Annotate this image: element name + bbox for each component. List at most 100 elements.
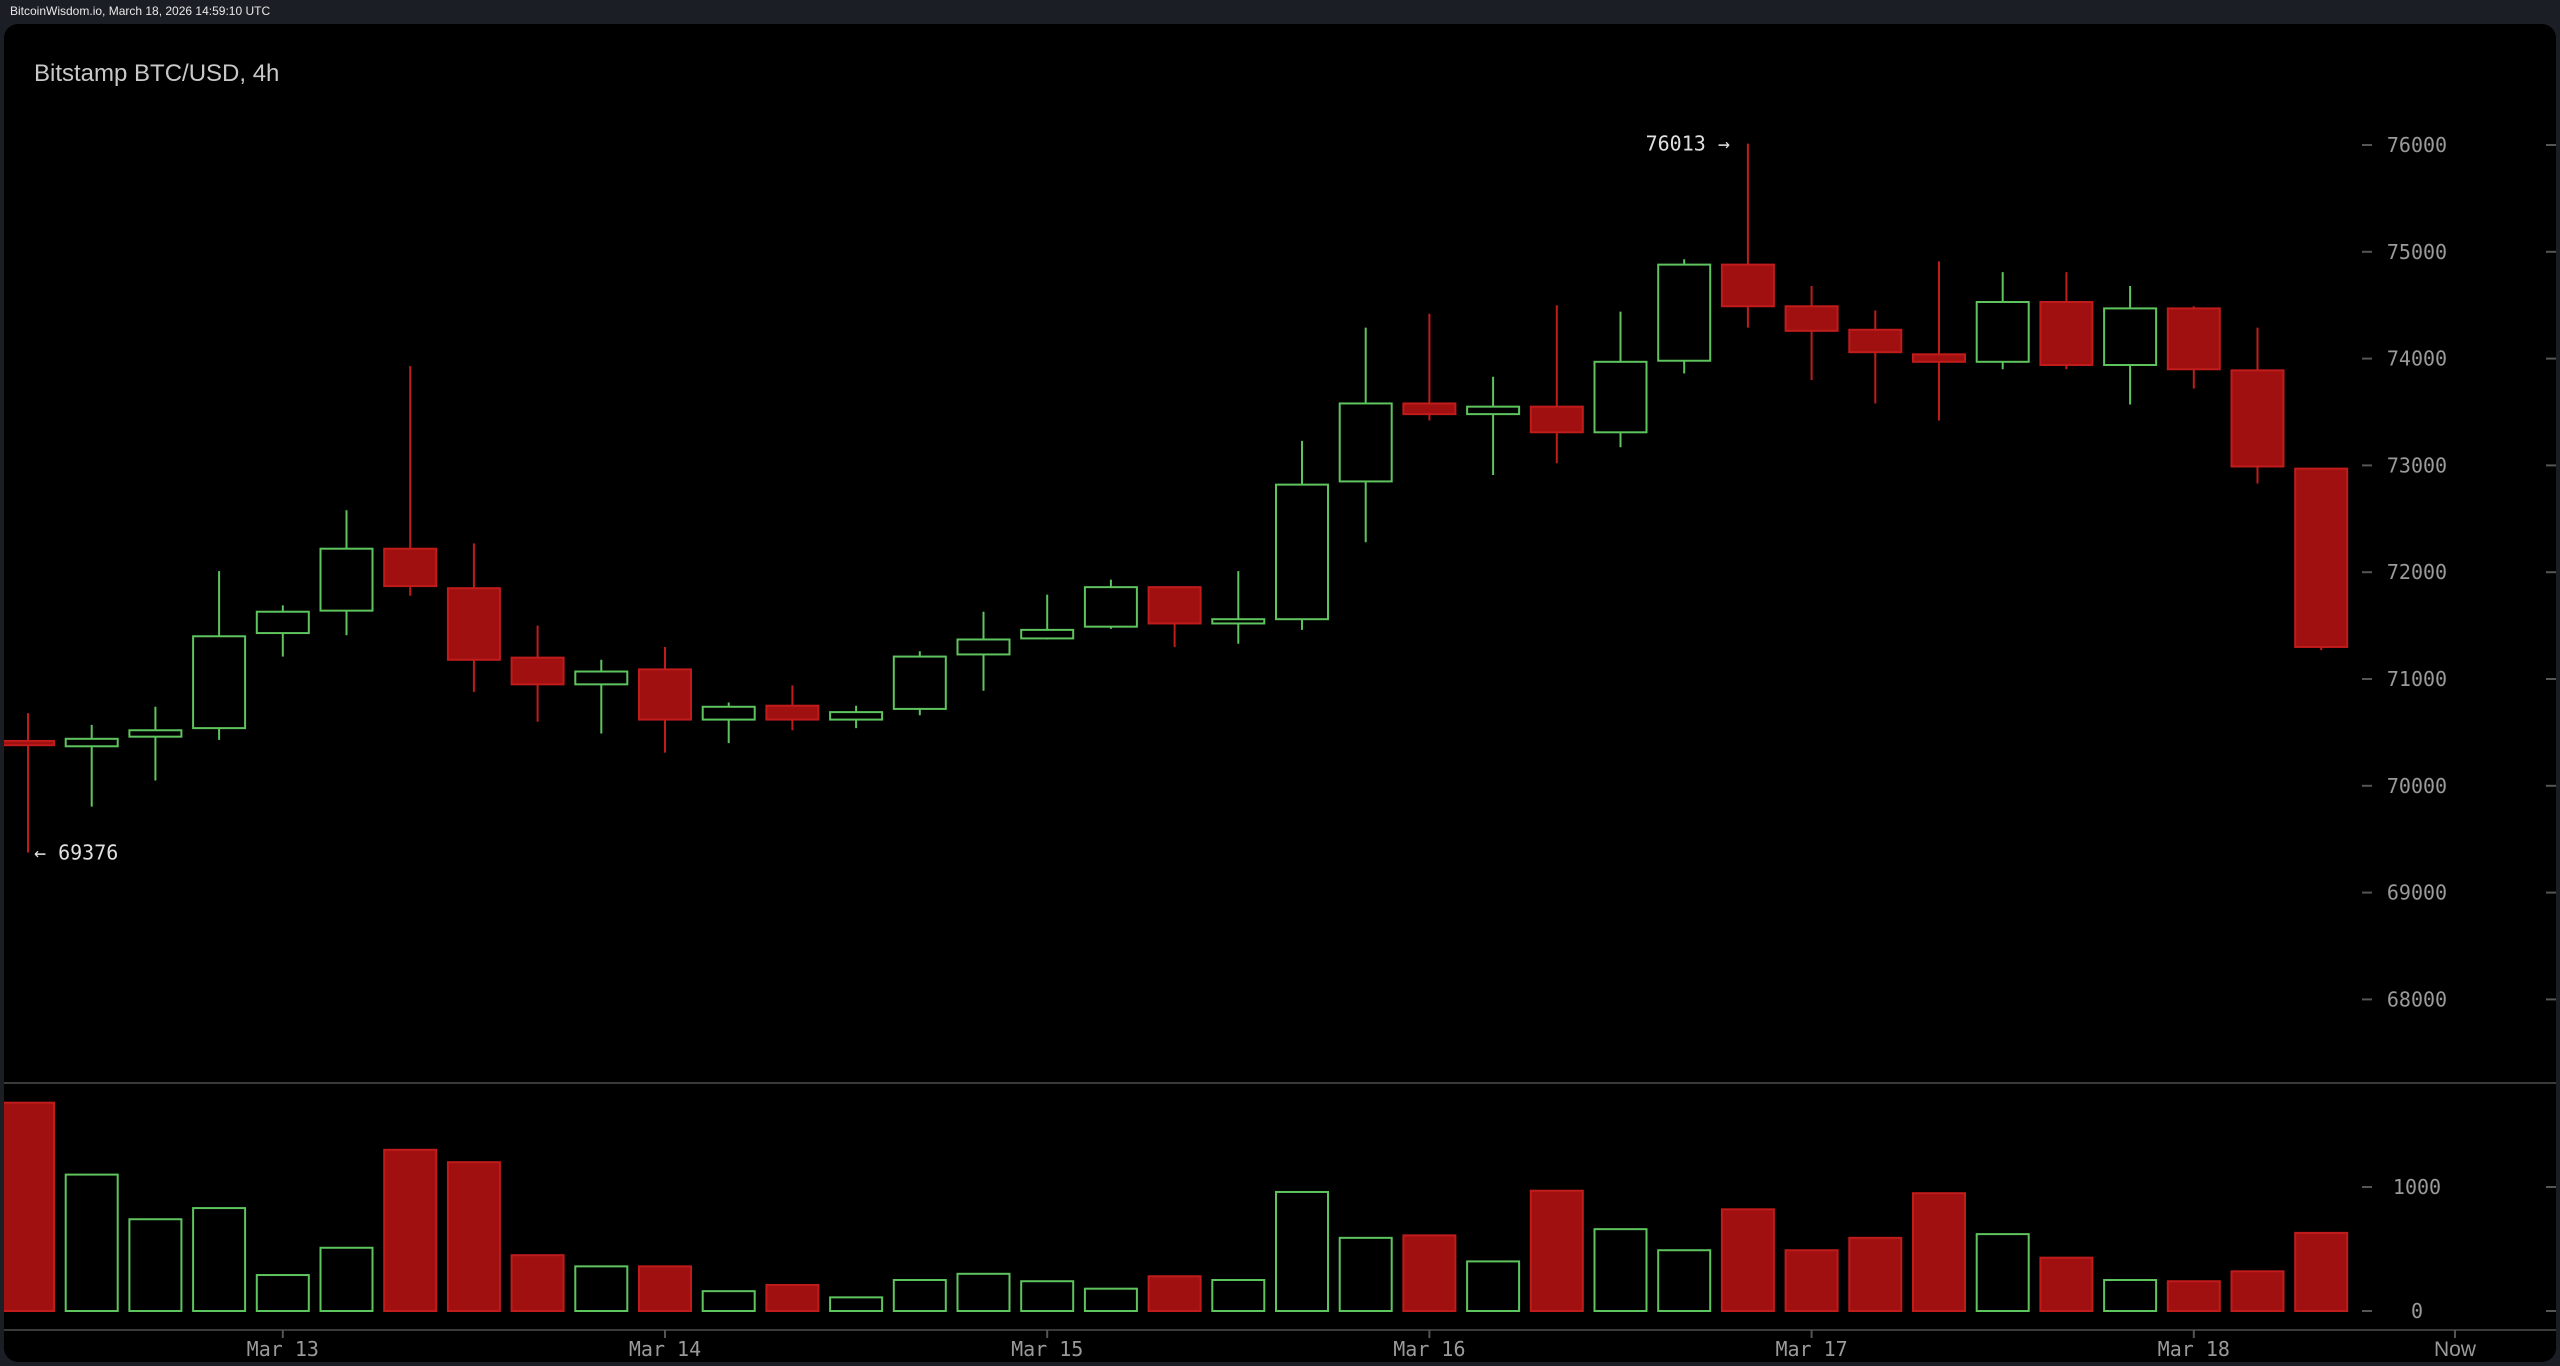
candle-body-down	[2039, 300, 2094, 367]
candle-body-up	[64, 737, 119, 748]
candle-body-down	[2166, 307, 2221, 371]
chart-title: Bitstamp BTC/USD, 4h	[34, 60, 280, 87]
volume-bar-up	[1657, 1249, 1712, 1312]
candle-body-up	[1083, 586, 1138, 628]
candle-body-up	[1211, 618, 1266, 625]
candle-body-down	[1402, 402, 1457, 416]
candle-body-down	[2294, 467, 2349, 648]
candle-body-down	[1147, 586, 1202, 625]
time-tick-label: Mar 14	[629, 1337, 701, 1361]
volume-bar-up	[319, 1246, 374, 1313]
volume-bar-down	[1529, 1189, 1584, 1312]
volume-bar-down	[1848, 1236, 1903, 1312]
price-tick-label: 70000	[2387, 774, 2447, 798]
volume-bar-up	[1211, 1279, 1266, 1312]
candle-body-down	[4, 739, 55, 747]
price-tick-label: 71000	[2387, 667, 2447, 691]
candle-body-down	[765, 704, 820, 721]
candle-body-up	[701, 705, 756, 721]
candle-body-down	[1784, 305, 1839, 332]
volume-bar-down	[383, 1148, 438, 1313]
time-tick-label: Mar 17	[1775, 1337, 1847, 1361]
price-axis: 68000 69000 70000 71000 72000 73000 74000 75000…	[2362, 133, 2556, 1011]
volume-bar-down	[1912, 1192, 1966, 1312]
time-tick-label: Now	[2434, 1338, 2477, 1361]
volume-bar-up	[128, 1218, 183, 1312]
volume-tick-label: 1000	[2393, 1175, 2441, 1199]
volume-bar-up	[956, 1272, 1011, 1313]
price-tick-label: 75000	[2387, 240, 2447, 264]
volume-bar-up	[1020, 1280, 1075, 1312]
candle-body-up	[892, 655, 947, 710]
volume-bar-up	[892, 1279, 947, 1312]
volume-bar-down	[4, 1101, 55, 1313]
candle-body-down	[446, 587, 501, 661]
candle-body-down	[383, 547, 438, 588]
candle-body-up	[255, 610, 310, 635]
volume-bar-down	[1720, 1208, 1775, 1312]
volume-bar-up	[1466, 1260, 1521, 1313]
time-axis: Mar 13 Mar 14 Mar 15 Mar 16 Mar 17 Mar 18 Now	[247, 1330, 2477, 1361]
chart-panel: Bitstamp BTC/USD, 4h 68000 69000 70000 7100…	[4, 24, 2556, 1362]
volume-bar-down	[2294, 1231, 2349, 1313]
volume-bar-up	[574, 1265, 629, 1312]
time-tick-label: Mar 16	[1393, 1337, 1465, 1361]
candle-body-up	[829, 711, 884, 721]
time-tick-label: Mar 18	[2158, 1337, 2230, 1361]
price-tick-label: 76000	[2387, 133, 2447, 157]
candle-body-up	[128, 729, 183, 738]
volume-bar-down	[765, 1283, 820, 1312]
candle-body-down	[2230, 369, 2285, 468]
volume-tick-label: 0	[2411, 1299, 2423, 1323]
candle-body-up	[574, 670, 629, 686]
volume-bar-up	[1975, 1233, 2030, 1312]
volume-bar-down	[446, 1161, 501, 1312]
axes-lines	[4, 1082, 2556, 1331]
candle-body-down	[1912, 353, 1966, 363]
candle-body-up	[2103, 307, 2158, 367]
volume-bar-down	[510, 1254, 565, 1312]
volume-bar-up	[1593, 1228, 1648, 1313]
source-timestamp: BitcoinWisdom.io, March 18, 2026 14:59:1…	[10, 4, 271, 18]
volume-bars	[4, 1101, 2349, 1313]
volume-bar-up	[829, 1296, 884, 1312]
volume-bar-up	[64, 1173, 119, 1312]
volume-bar-up	[2103, 1279, 2158, 1312]
volume-bar-down	[1402, 1234, 1457, 1312]
volume-bar-up	[192, 1207, 247, 1312]
volume-bar-up	[701, 1290, 756, 1313]
volume-bar-down	[2039, 1256, 2094, 1313]
candle-body-up	[956, 638, 1011, 656]
price-tick-label: 68000	[2387, 987, 2447, 1011]
candle-body-up	[1275, 483, 1329, 621]
price-tick-label: 73000	[2387, 453, 2447, 477]
candle-body-down	[1529, 405, 1584, 434]
candle-body-up	[1975, 300, 2030, 363]
time-tick-label: Mar 13	[247, 1337, 319, 1361]
candle-body-up	[192, 635, 247, 730]
candle-body-up	[1020, 628, 1075, 640]
volume-bar-down	[2166, 1280, 2221, 1312]
volume-bar-up	[1338, 1236, 1393, 1312]
candle-body-up	[1466, 405, 1521, 416]
candlestick-chart: 68000 69000 70000 71000 72000 73000 74000 75000…	[4, 132, 2556, 1361]
volume-bar-up	[255, 1274, 310, 1313]
volume-bar-down	[2230, 1270, 2285, 1312]
candle-body-down	[1848, 328, 1903, 354]
volume-bar-down	[638, 1265, 692, 1312]
candle-body-up	[1657, 263, 1712, 362]
candle-body-down	[638, 668, 692, 721]
price-tick-label: 74000	[2387, 347, 2447, 371]
high-annotation: 76013 →	[1646, 132, 1730, 156]
price-tick-label: 72000	[2387, 560, 2447, 584]
candle-body-up	[319, 547, 374, 612]
candle-body-down	[510, 656, 565, 686]
low-annotation: ← 69376	[34, 840, 118, 864]
volume-bar-down	[1784, 1249, 1839, 1312]
candles	[4, 143, 2349, 853]
volume-axis: 0 1000	[2362, 1175, 2556, 1323]
candle-body-up	[1338, 402, 1393, 483]
price-tick-label: 69000	[2387, 881, 2447, 905]
time-tick-label: Mar 15	[1011, 1337, 1083, 1361]
candle-body-up	[1593, 360, 1648, 434]
